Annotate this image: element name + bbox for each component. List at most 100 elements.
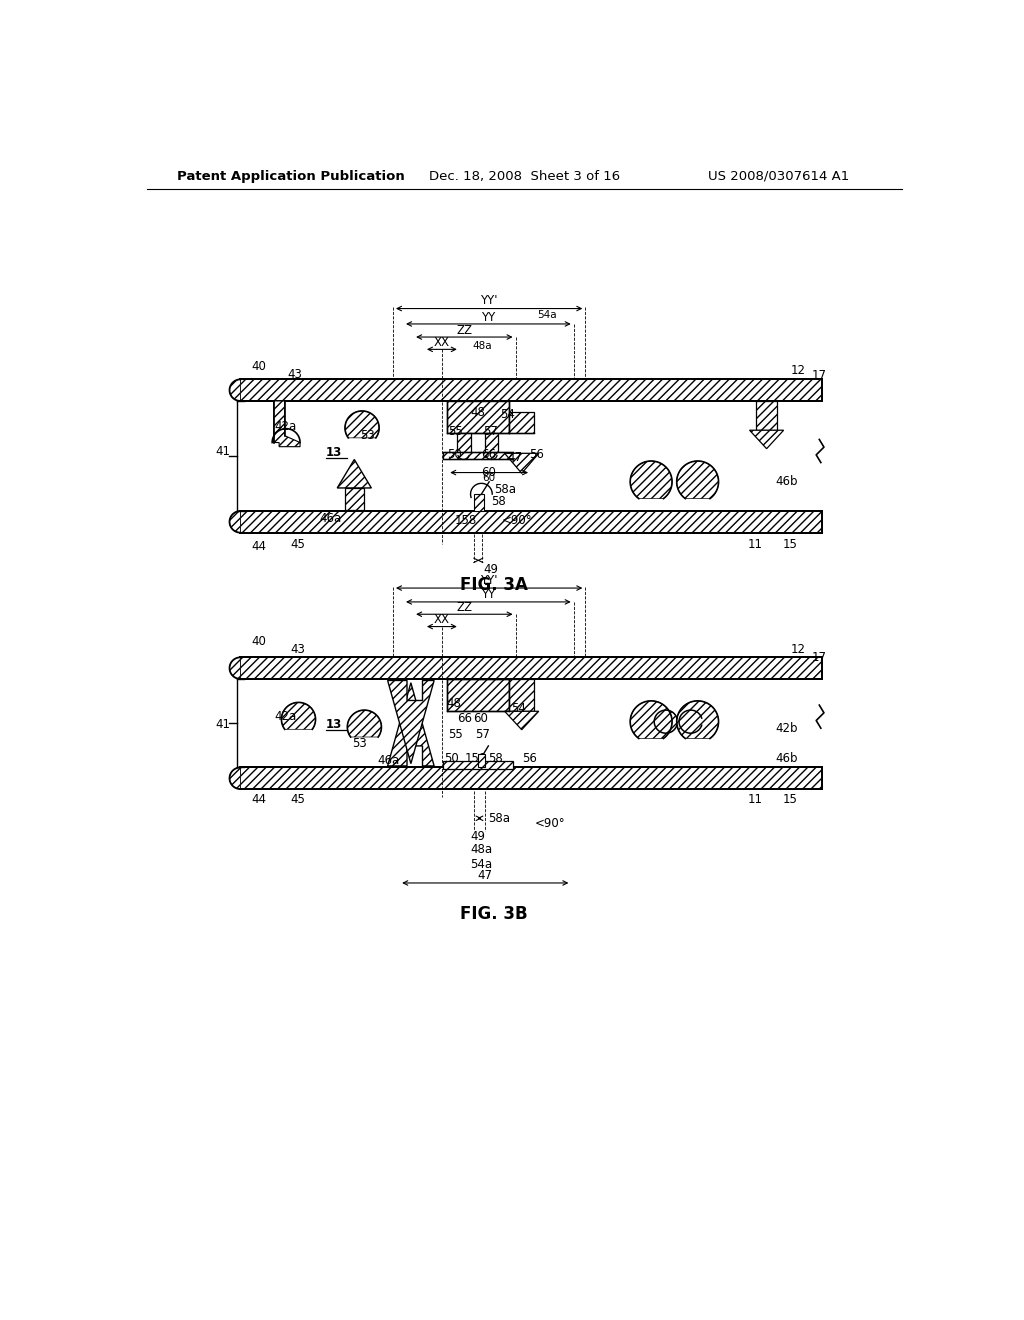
Bar: [241, 657, 821, 678]
Text: 49: 49: [471, 830, 485, 843]
Text: YY: YY: [481, 589, 496, 602]
Text: 48a: 48a: [473, 341, 493, 351]
Text: 43: 43: [287, 367, 302, 380]
Text: 66: 66: [458, 713, 473, 726]
Text: 48: 48: [446, 697, 461, 710]
Polygon shape: [282, 702, 315, 730]
Text: 58: 58: [490, 495, 506, 508]
Bar: [756, 401, 777, 430]
Text: 13: 13: [326, 446, 342, 459]
Bar: [509, 678, 535, 711]
Polygon shape: [505, 453, 539, 474]
Text: 55: 55: [447, 727, 463, 741]
Text: 43: 43: [291, 643, 305, 656]
Bar: [345, 488, 364, 510]
Polygon shape: [273, 401, 300, 446]
Text: 46a: 46a: [318, 512, 341, 525]
Polygon shape: [677, 461, 719, 499]
Text: Patent Application Publication: Patent Application Publication: [177, 169, 404, 182]
Text: US 2008/0307614 A1: US 2008/0307614 A1: [709, 169, 850, 182]
Bar: [509, 412, 535, 433]
Text: 46b: 46b: [775, 475, 798, 488]
Text: 158: 158: [455, 513, 477, 527]
Text: YY': YY': [480, 294, 498, 308]
Polygon shape: [229, 511, 241, 533]
Text: 57: 57: [483, 425, 498, 438]
Text: 48: 48: [471, 407, 485, 418]
Polygon shape: [229, 379, 241, 401]
Bar: [443, 451, 513, 459]
Bar: [484, 433, 499, 455]
Text: 66: 66: [480, 447, 496, 461]
Text: 42a: 42a: [274, 710, 297, 723]
Polygon shape: [229, 767, 241, 789]
Text: 58: 58: [488, 752, 503, 766]
Text: 45: 45: [291, 792, 305, 805]
Text: 54: 54: [500, 408, 515, 421]
Text: 44: 44: [251, 792, 266, 805]
Text: 47: 47: [508, 450, 522, 463]
Text: 17: 17: [812, 370, 826, 381]
Polygon shape: [345, 411, 379, 438]
Text: YY: YY: [481, 310, 496, 323]
Bar: [241, 379, 821, 401]
Text: 42b: 42b: [775, 722, 798, 735]
Text: 57: 57: [475, 727, 490, 741]
Polygon shape: [347, 710, 381, 737]
Polygon shape: [677, 701, 719, 738]
Polygon shape: [388, 682, 434, 766]
Polygon shape: [229, 657, 241, 678]
Text: 46b: 46b: [775, 752, 798, 766]
Text: 54a: 54a: [471, 858, 493, 871]
Text: 41: 41: [215, 718, 230, 731]
Polygon shape: [630, 701, 672, 738]
Text: 50: 50: [447, 447, 462, 461]
Polygon shape: [388, 681, 434, 763]
Text: 45: 45: [291, 539, 305, 552]
Polygon shape: [630, 461, 672, 499]
Bar: [241, 767, 821, 789]
Text: 17: 17: [812, 651, 826, 664]
Text: 11: 11: [748, 539, 763, 552]
Text: 58a: 58a: [494, 483, 516, 496]
Text: 55: 55: [447, 425, 463, 438]
Text: <90°: <90°: [535, 817, 565, 830]
Text: 60: 60: [473, 713, 488, 726]
Bar: [443, 762, 513, 770]
Text: 11: 11: [748, 792, 763, 805]
Text: 54: 54: [512, 702, 526, 715]
Text: 56: 56: [521, 752, 537, 766]
Text: 12: 12: [791, 363, 806, 376]
Text: YY': YY': [480, 574, 498, 587]
Text: 54a: 54a: [538, 310, 557, 319]
Text: <90°: <90°: [502, 513, 532, 527]
Text: FIG. 3A: FIG. 3A: [460, 576, 527, 594]
Text: 15: 15: [783, 792, 798, 805]
Text: 40: 40: [251, 635, 266, 648]
Text: ZZ: ZZ: [457, 601, 472, 614]
Text: 12: 12: [791, 643, 806, 656]
Text: 49: 49: [483, 564, 498, 576]
Text: 46a: 46a: [377, 754, 399, 767]
Polygon shape: [679, 710, 701, 733]
Bar: [447, 678, 509, 711]
Bar: [457, 433, 471, 455]
Bar: [241, 511, 821, 533]
Bar: [447, 401, 509, 433]
Text: 53: 53: [360, 429, 375, 442]
Text: 60: 60: [482, 473, 496, 483]
Text: 56: 56: [529, 447, 545, 461]
Text: 158: 158: [465, 752, 487, 766]
Text: 42a: 42a: [274, 420, 297, 433]
Text: 58a: 58a: [488, 812, 510, 825]
Text: FIG. 3B: FIG. 3B: [460, 904, 527, 923]
Polygon shape: [750, 430, 783, 449]
Text: 40: 40: [251, 360, 266, 372]
Text: 60: 60: [480, 466, 496, 479]
Bar: [477, 754, 485, 767]
Text: Dec. 18, 2008  Sheet 3 of 16: Dec. 18, 2008 Sheet 3 of 16: [429, 169, 621, 182]
Polygon shape: [505, 711, 539, 730]
Polygon shape: [337, 459, 372, 488]
Text: XX: XX: [434, 612, 450, 626]
Text: 50: 50: [444, 752, 459, 766]
